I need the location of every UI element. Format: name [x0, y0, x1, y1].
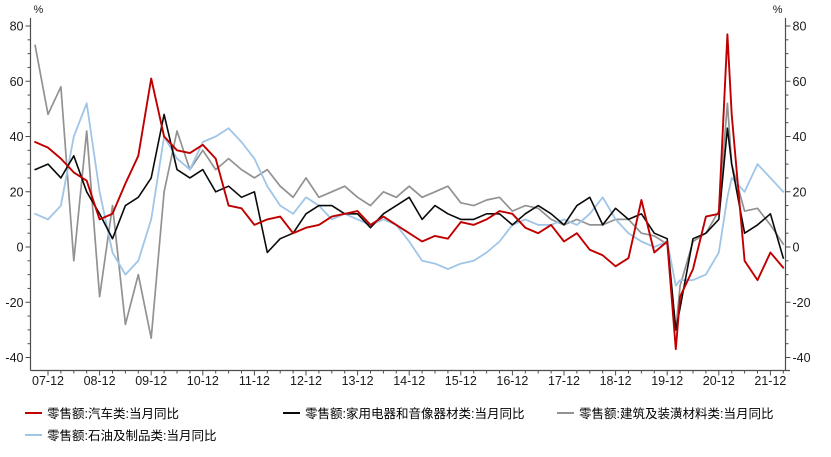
x-tick-label: 17-12: [548, 374, 580, 388]
footer-zone: Wind 经济机器 数据来源：Wind: [631, 397, 831, 457]
legend-marker-auto: [25, 411, 42, 414]
legend-marker-petroleum: [25, 433, 42, 436]
x-tick-label: 11-12: [239, 374, 270, 388]
legend-item-building: 零售额:建筑及装潢材料类:当月同比: [557, 403, 773, 422]
y-tick-label-right: -40: [793, 351, 811, 365]
y-tick-label-right: 60: [793, 75, 807, 89]
y-tick-label-left: 40: [10, 130, 24, 144]
y-tick-label-left: 60: [10, 75, 24, 89]
y-tick-label-left: -20: [5, 296, 23, 310]
y-tick-label-right: -20: [793, 296, 811, 310]
y-axis-unit-left: %: [34, 4, 44, 16]
x-tick-label: 10-12: [187, 374, 219, 388]
legend-item-auto: 零售额:汽车类:当月同比: [25, 403, 179, 422]
y-tick-label-left: 0: [17, 241, 24, 255]
x-tick-label: 19-12: [651, 374, 683, 388]
x-tick-label: 14-12: [393, 374, 425, 388]
y-tick-label-left: -40: [5, 351, 23, 365]
y-tick-label-left: 20: [10, 185, 24, 199]
series-line-petroleum: [34, 102, 785, 287]
x-tick-label: 21-12: [754, 374, 786, 388]
y-tick-label-right: 20: [793, 185, 807, 199]
y-tick-label-left: 80: [10, 20, 24, 34]
x-tick-label: 16-12: [496, 374, 528, 388]
legend-item-petroleum: 零售额:石油及制品类:当月同比: [25, 425, 216, 444]
series-line-appliances: [34, 113, 785, 331]
x-tick-label: 15-12: [445, 374, 477, 388]
x-tick-label: 18-12: [600, 374, 632, 388]
legend-item-appliances: 零售额:家用电器和音像器材类:当月同比: [283, 403, 524, 422]
legend-marker-building: [557, 411, 574, 414]
x-tick-label: 12-12: [290, 374, 322, 388]
legend-label-appliances: 零售额:家用电器和音像器材类:当月同比: [305, 407, 525, 421]
legend-marker-appliances: [283, 411, 300, 414]
y-tick-label-right: 40: [793, 130, 807, 144]
x-tick-label: 20-12: [703, 374, 735, 388]
x-tick-label: 09-12: [135, 374, 167, 388]
y-tick-label-right: 80: [793, 20, 807, 34]
legend-label-building: 零售额:建筑及装潢材料类:当月同比: [579, 407, 774, 421]
x-tick-label: 13-12: [342, 374, 374, 388]
series-line-auto: [34, 33, 785, 351]
x-tick-label: 07-12: [32, 374, 64, 388]
legend-label-auto: 零售额:汽车类:当月同比: [47, 407, 179, 421]
legend-label-petroleum: 零售额:石油及制品类:当月同比: [47, 429, 217, 443]
y-axis-unit-right: %: [773, 4, 783, 16]
y-tick-label-right: 0: [793, 241, 800, 255]
x-tick-label: 08-12: [84, 374, 116, 388]
